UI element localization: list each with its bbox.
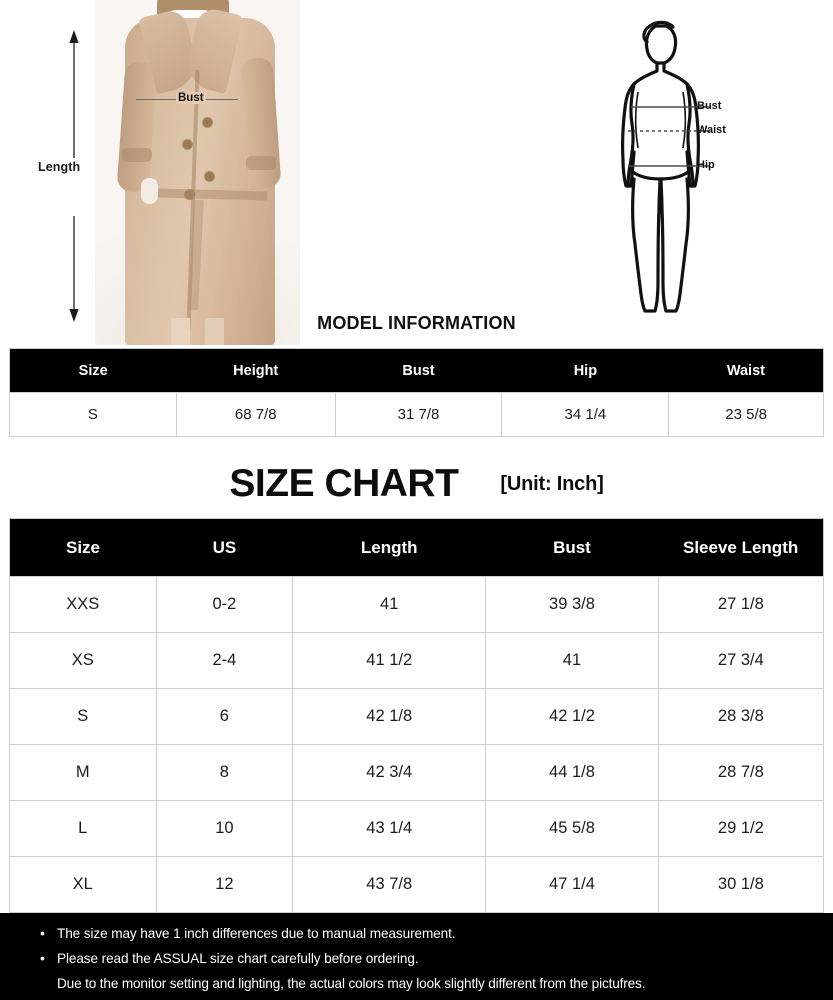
- note-read-size-chart: Please read the ASSUAL size chart carefu…: [40, 948, 811, 969]
- size-cell-bust: 47 1/4: [485, 856, 659, 913]
- model-col-height: Height: [233, 362, 279, 379]
- model-cell-bust: 31 7/8: [334, 392, 503, 437]
- size-cell-us: 12: [155, 856, 294, 913]
- model-col-size: Size: [78, 362, 108, 379]
- model-photo: [95, 0, 300, 345]
- size-cell-sleeve: 30 1/8: [657, 856, 825, 913]
- bust-label-photo: Bust: [176, 92, 206, 104]
- model-col-hip: Hip: [573, 362, 598, 379]
- model-col-bust: Bust: [402, 362, 435, 379]
- model-table-header-row: Size Height Bust Hip Waist: [9, 348, 824, 393]
- model-col-waist: Waist: [726, 362, 765, 379]
- size-chart-table: Size US Length Bust Sleeve Length XXS 0-…: [9, 518, 825, 913]
- size-table-header-row: Size US Length Bust Sleeve Length: [9, 518, 824, 577]
- size-cell-length: 43 1/4: [292, 800, 487, 857]
- size-cell-sleeve: 29 1/2: [657, 800, 825, 857]
- table-row: XL 12 43 7/8 47 1/4 30 1/8: [9, 856, 825, 913]
- coat-cuff-left: [122, 148, 152, 162]
- model-cell-height: 68 7/8: [175, 392, 336, 437]
- size-cell-bust: 39 3/8: [485, 576, 659, 633]
- length-label: Length: [38, 160, 81, 174]
- model-leg-right: [205, 318, 224, 345]
- size-cell-size: XS: [9, 632, 157, 689]
- footer-notes: The size may have 1 inch differences due…: [0, 913, 833, 1000]
- size-cell-size: S: [9, 688, 157, 745]
- model-cell-hip: 34 1/4: [501, 392, 670, 437]
- size-cell-sleeve: 28 3/8: [657, 688, 825, 745]
- model-information-title: MODEL INFORMATION: [317, 313, 516, 333]
- size-cell-length: 43 7/8: [292, 856, 487, 913]
- model-leg-left: [171, 318, 190, 345]
- diagram-waist-label: Waist: [697, 124, 726, 136]
- model-cell-waist: 23 5/8: [668, 392, 824, 437]
- size-cell-size: XXS: [9, 576, 157, 633]
- size-cell-us: 6: [155, 688, 294, 745]
- size-cell-bust: 45 5/8: [485, 800, 659, 857]
- length-arrow-icon: [69, 30, 79, 322]
- note-measurement-tolerance: The size may have 1 inch differences due…: [40, 923, 811, 944]
- diagram-hip-label: Hip: [697, 159, 715, 171]
- size-cell-us: 8: [155, 744, 294, 801]
- table-row: S 6 42 1/8 42 1/2 28 3/8: [9, 688, 825, 745]
- size-cell-length: 41 1/2: [292, 632, 487, 689]
- size-col-bust: Bust: [553, 537, 591, 557]
- size-cell-sleeve: 27 1/8: [657, 576, 825, 633]
- size-cell-size: M: [9, 744, 157, 801]
- note-color-disclaimer: Due to the monitor setting and lighting,…: [57, 976, 646, 992]
- model-hand: [141, 178, 158, 204]
- coat-button: [205, 172, 214, 181]
- table-row: L 10 43 1/4 45 5/8 29 1/2: [9, 800, 825, 857]
- size-cell-length: 42 3/4: [292, 744, 487, 801]
- table-row: XXS 0-2 41 39 3/8 27 1/8: [9, 576, 825, 633]
- hero-section: Length Bust: [0, 0, 833, 345]
- size-cell-sleeve: 28 7/8: [657, 744, 825, 801]
- coat-cuff-right: [246, 156, 276, 170]
- size-chart-unit: [Unit: Inch]: [500, 472, 604, 495]
- table-row: S 68 7/8 31 7/8 34 1/4 23 5/8: [9, 392, 824, 437]
- size-col-length: Length: [360, 537, 418, 557]
- coat-button: [183, 140, 192, 149]
- size-cell-sleeve: 27 3/4: [657, 632, 825, 689]
- table-row: M 8 42 3/4 44 1/8 28 7/8: [9, 744, 825, 801]
- size-cell-us: 10: [155, 800, 294, 857]
- size-cell-bust: 44 1/8: [485, 744, 659, 801]
- size-col-size: Size: [65, 537, 101, 557]
- size-cell-length: 41: [292, 576, 487, 633]
- size-col-sleeve-length: Sleeve Length: [682, 537, 799, 557]
- size-chart-title-bar: SIZE CHART [Unit: Inch]: [0, 460, 833, 508]
- table-row: XS 2-4 41 1/2 41 27 3/4: [9, 632, 825, 689]
- coat-button: [203, 118, 212, 127]
- size-chart-title: SIZE CHART: [229, 462, 459, 505]
- size-cell-size: L: [9, 800, 157, 857]
- size-col-us: US: [212, 537, 237, 557]
- model-information-table: Size Height Bust Hip Waist S 68 7/8 31 7…: [9, 348, 824, 437]
- size-cell-us: 2-4: [155, 632, 294, 689]
- size-cell-us: 0-2: [155, 576, 294, 633]
- model-cell-size: S: [9, 392, 177, 437]
- size-cell-length: 42 1/8: [292, 688, 487, 745]
- size-cell-bust: 41: [485, 632, 659, 689]
- size-cell-bust: 42 1/2: [485, 688, 659, 745]
- diagram-bust-label: Bust: [697, 100, 722, 112]
- size-cell-size: XL: [9, 856, 157, 913]
- body-silhouette-icon: [621, 20, 710, 313]
